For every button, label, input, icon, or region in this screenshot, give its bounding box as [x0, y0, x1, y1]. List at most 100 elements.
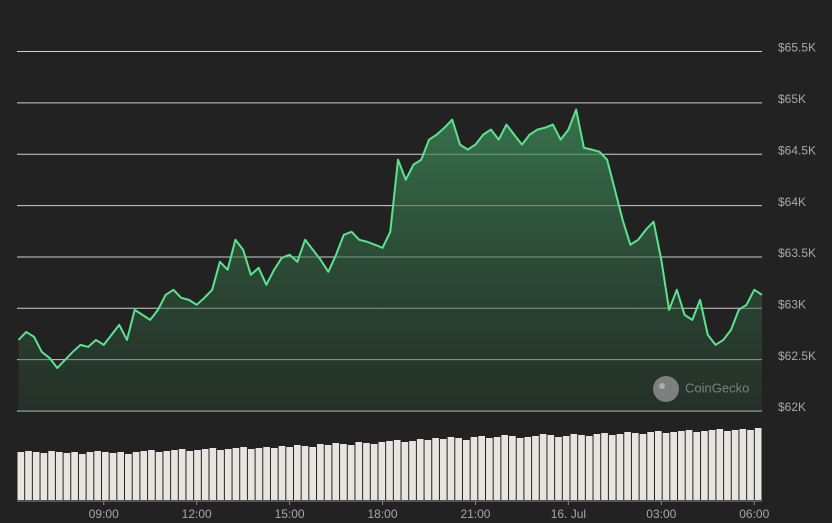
- volume-bar: [25, 451, 32, 500]
- volume-bar: [263, 447, 270, 500]
- volume-bar: [309, 447, 317, 500]
- y-tick-label: $62K: [778, 400, 806, 414]
- volume-bar: [94, 451, 101, 500]
- volume-bar: [616, 434, 624, 500]
- y-tick-label: $65.5K: [778, 41, 816, 55]
- volume-bar: [232, 448, 240, 500]
- volume-bar: [155, 452, 163, 500]
- volume-bar: [678, 431, 685, 500]
- volume-bar: [716, 429, 724, 500]
- volume-bar: [317, 444, 324, 500]
- x-tick-label: 06:00: [739, 507, 769, 521]
- watermark-text: CoinGecko: [685, 380, 749, 395]
- volume-bar: [32, 452, 40, 500]
- volume-bar: [455, 438, 462, 500]
- volume-bar: [708, 430, 716, 500]
- volume-bar: [386, 441, 393, 500]
- volume-bar: [439, 439, 447, 500]
- volume-bar: [209, 448, 217, 500]
- volume-bar: [347, 445, 355, 500]
- volume-bar: [71, 452, 78, 500]
- volume-bar: [217, 450, 224, 500]
- volume-bar: [478, 436, 486, 500]
- volume-bar: [194, 450, 201, 500]
- volume-bar: [286, 447, 293, 500]
- volume-bar: [270, 448, 278, 500]
- volume-bar: [747, 430, 754, 500]
- volume-bar: [117, 452, 125, 500]
- volume-bar: [171, 450, 178, 500]
- watermark: CoinGecko: [653, 376, 749, 402]
- volume-bar: [78, 454, 86, 500]
- price-area: [18, 109, 763, 411]
- x-tick-label: 09:00: [89, 507, 119, 521]
- volume-bar: [86, 452, 94, 500]
- y-tick-label: $64K: [778, 195, 806, 209]
- x-tick-label: 16. Jul: [551, 507, 586, 521]
- volume-bar: [301, 446, 309, 500]
- volume-bar: [148, 450, 155, 500]
- volume-bar: [293, 445, 301, 500]
- volume-bar: [125, 454, 132, 500]
- volume-bar: [101, 452, 109, 500]
- volume-bar: [509, 436, 516, 500]
- volume-bar: [578, 435, 585, 500]
- volume-bar: [332, 443, 340, 500]
- volume-bar: [355, 442, 363, 500]
- y-tick-label: $62.5K: [778, 349, 816, 363]
- volume-bar: [424, 440, 432, 500]
- y-tick-label: $65K: [778, 92, 806, 106]
- volume-bar: [555, 437, 562, 500]
- volume-bar: [724, 431, 731, 500]
- volume-bar: [178, 449, 186, 500]
- volume-bar: [608, 435, 616, 500]
- volume-bar: [140, 451, 148, 500]
- volume-bar: [654, 431, 662, 500]
- y-tick-label: $63K: [778, 297, 806, 311]
- volume-bar: [524, 437, 532, 500]
- volume-bar: [17, 452, 25, 500]
- x-tick-label: 15:00: [275, 507, 305, 521]
- volume-bar: [186, 451, 194, 500]
- volume-bar: [562, 436, 570, 500]
- volume-bar: [601, 433, 608, 500]
- volume-bar: [501, 435, 509, 500]
- volume-bar: [570, 434, 578, 500]
- y-tick-label: $64.5K: [778, 143, 816, 157]
- volume-bar: [470, 437, 478, 500]
- volume-bar: [532, 436, 539, 500]
- volume-bar: [539, 434, 547, 500]
- volume-bar: [247, 449, 255, 500]
- volume-bar: [662, 433, 670, 500]
- volume-bar: [201, 449, 209, 500]
- volume-bar: [516, 438, 524, 500]
- volume-bar: [409, 441, 416, 500]
- volume-bar: [754, 428, 762, 500]
- volume-bar: [55, 452, 63, 500]
- x-tick-label: 12:00: [182, 507, 212, 521]
- volume-bar: [324, 445, 332, 500]
- x-tick-label: 21:00: [460, 507, 490, 521]
- volume-bar: [486, 438, 493, 500]
- volume-bar: [639, 434, 647, 500]
- watermark-logo-eye: [659, 383, 665, 389]
- volume-bar: [432, 438, 439, 500]
- volume-bar: [378, 442, 386, 500]
- volume-bar: [631, 433, 639, 500]
- volume-bar: [670, 432, 678, 500]
- volume-bar: [224, 449, 232, 500]
- volume-bar: [593, 434, 601, 500]
- volume-bar: [693, 432, 701, 500]
- volume-bar: [647, 432, 654, 500]
- volume-bar: [393, 440, 401, 500]
- volume-bar: [416, 439, 424, 500]
- watermark-logo: [653, 376, 679, 402]
- volume-bar: [685, 430, 693, 500]
- volume-bar: [370, 444, 378, 500]
- x-tick-label: 03:00: [646, 507, 676, 521]
- volume-bar: [132, 452, 140, 500]
- x-tick-label: 18:00: [368, 507, 398, 521]
- volume-bar: [447, 437, 455, 500]
- volume-bar: [255, 448, 263, 500]
